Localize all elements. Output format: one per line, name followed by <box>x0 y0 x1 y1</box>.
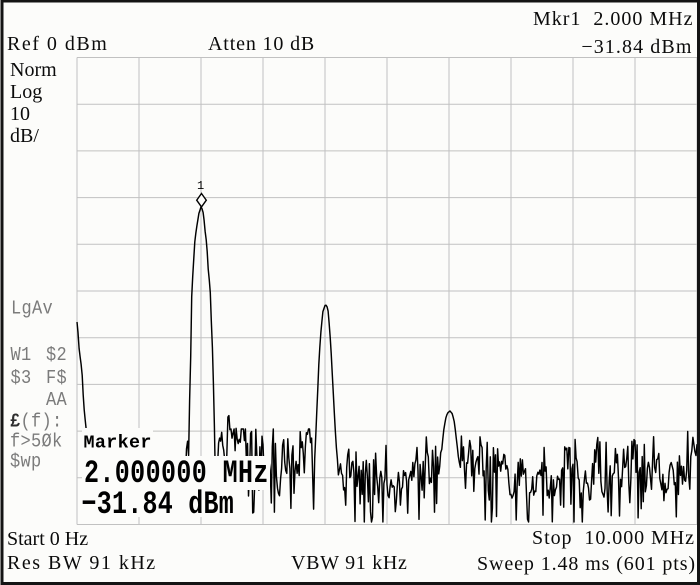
svg-text:AA: AA <box>46 390 67 411</box>
svg-text:2.000000 MHz: 2.000000 MHz <box>84 455 269 492</box>
svg-text:Marker: Marker <box>84 433 152 454</box>
svg-text:$3: $3 <box>11 368 32 389</box>
svg-text:$wp: $wp <box>10 452 41 473</box>
svg-text:£(f):: £(f): <box>10 412 62 433</box>
svg-text:F$: F$ <box>46 368 67 389</box>
svg-text:f>5Øk: f>5Øk <box>10 432 62 453</box>
svg-text:W1: W1 <box>11 345 32 366</box>
svg-text:−31.84 dBm: −31.84 dBm <box>82 486 234 523</box>
svg-text:$2: $2 <box>46 345 67 366</box>
svg-text:1: 1 <box>197 179 204 193</box>
svg-text:LgAv: LgAv <box>11 299 53 320</box>
